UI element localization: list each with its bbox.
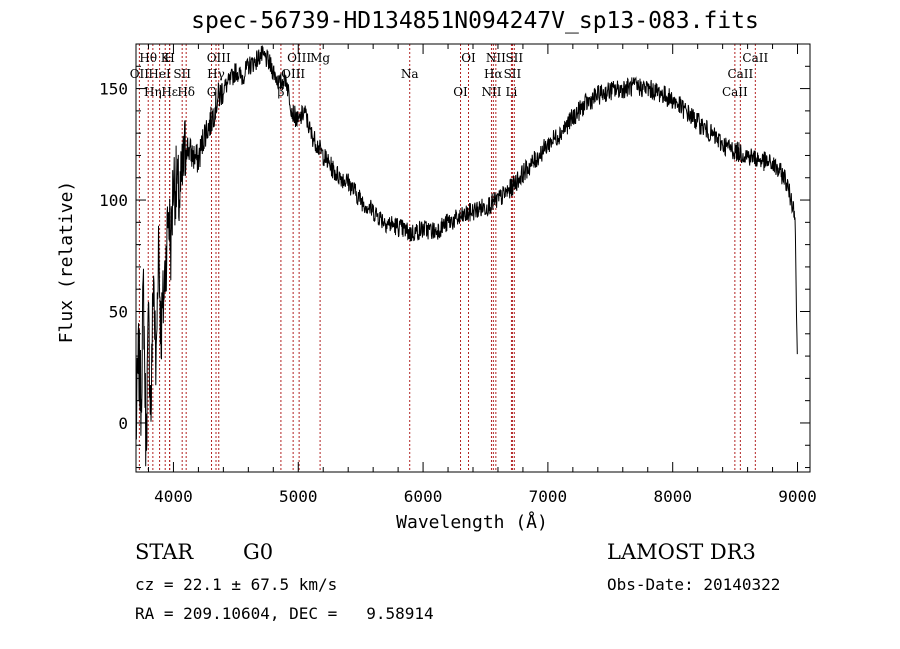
y-tick-label: 50 [109, 303, 128, 322]
line-label: SII [505, 51, 523, 65]
line-label: Hθ [139, 51, 157, 65]
observation-date: Obs-Date: 20140322 [607, 575, 781, 594]
y-tick-label: 0 [118, 414, 128, 433]
line-label: SII [173, 67, 191, 81]
x-axis-label: Wavelength (Å) [396, 511, 548, 533]
line-markers [138, 44, 756, 472]
line-label: OIII [281, 67, 305, 81]
line-label: β [277, 85, 284, 99]
y-tick-label: 100 [99, 191, 128, 210]
x-tick-label: 4000 [154, 487, 193, 506]
line-label: OII [130, 67, 150, 81]
line-label: K [161, 51, 171, 65]
line-label: Hη [144, 85, 162, 99]
redshift-velocity: cz = 22.1 ± 67.5 km/s [135, 575, 338, 594]
line-label: CaII [742, 51, 768, 65]
line-label: OI [461, 51, 476, 65]
flux-line [135, 44, 798, 467]
line-labels: Hθ OII Hε K HeI Hη H SII Hδ OIII Hγ G OIII OIII β Mg Na O… [130, 51, 769, 99]
plot-frame [135, 43, 811, 473]
line-label: Hε [161, 85, 178, 99]
x-tick-label: 7000 [529, 487, 568, 506]
line-label: NII [486, 51, 506, 65]
line-label: H [164, 51, 174, 65]
y-axis-label: Flux (relative) [56, 181, 77, 344]
x-tick-label: 5000 [279, 487, 318, 506]
object-subclass: G0 [243, 540, 274, 564]
axes: 4000 5000 6000 7000 8000 9000 0 50 100 150 [99, 43, 817, 506]
flux-series [135, 44, 798, 467]
x-tick-label: 6000 [404, 487, 443, 506]
line-label: OI [453, 85, 468, 99]
x-tick-label: 9000 [778, 487, 817, 506]
object-class: STAR [135, 540, 194, 564]
line-label: Hα [484, 67, 503, 81]
line-label: OIII [207, 51, 231, 65]
line-label: HeI [148, 67, 171, 81]
line-label: NII [481, 85, 501, 99]
y-tick-label: 150 [99, 80, 128, 99]
coordinates: RA = 209.10604, DEC = 9.58914 [135, 604, 434, 623]
survey-name: LAMOST DR3 [607, 540, 756, 564]
line-label: Hγ [207, 67, 225, 81]
line-label: CaII [722, 85, 748, 99]
line-label: SII [504, 67, 522, 81]
line-label: Na [401, 67, 419, 81]
line-label: OIII [287, 51, 311, 65]
line-label: G [207, 85, 217, 99]
line-label: Mg [310, 51, 330, 65]
line-label: Hδ [177, 85, 195, 99]
line-label: Li [506, 85, 518, 99]
line-label: CaII [727, 67, 753, 81]
x-tick-label: 8000 [653, 487, 692, 506]
chart-title: spec-56739-HD134851N094247V_sp13-083.fit… [191, 8, 759, 34]
